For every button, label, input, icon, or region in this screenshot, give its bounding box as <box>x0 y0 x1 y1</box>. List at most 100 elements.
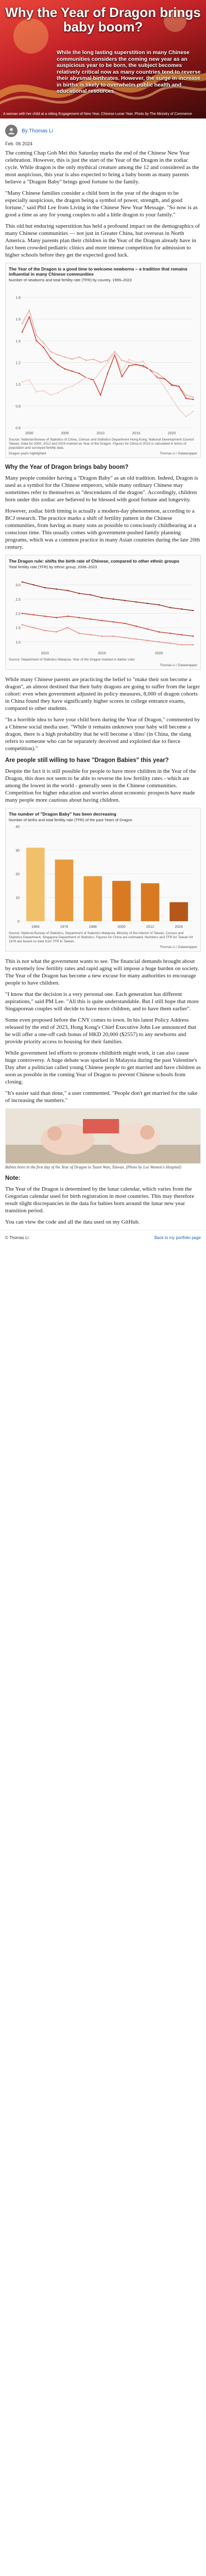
chart-2-point <box>181 634 183 636</box>
chart-1-point <box>43 346 44 348</box>
chart-2-point <box>32 626 35 629</box>
chart-1-point <box>64 387 66 389</box>
chart-2-y-tick-label: 1.5 <box>15 626 21 630</box>
back-to-portfolio-link[interactable]: Back to my portfolio page <box>154 1235 201 1240</box>
chart-1-point <box>36 340 37 342</box>
section-3-paragraph-5: "It's easier said than done," a user com… <box>5 1090 198 1104</box>
chart-2-point <box>78 592 80 595</box>
section-3-paragraph-2: "I know that the decision is a very pers… <box>5 991 199 1012</box>
chart-1-x-tick-label: 2010 <box>96 432 105 435</box>
chart-1-point <box>192 396 194 398</box>
chart-2-point <box>169 633 171 634</box>
chart-1-point <box>99 370 101 372</box>
intro-paragraph-1: The coming Chap Goh Mei this Saturday ma… <box>5 150 199 185</box>
newborns-photo <box>5 1108 201 1164</box>
dragon-illustration <box>0 9 206 105</box>
chart-2-point <box>192 635 194 637</box>
chart-2-point <box>169 607 171 608</box>
copyright: © Thomas Li <box>5 1235 29 1240</box>
chart-2-point <box>112 621 114 623</box>
chart-2-x-tick-label: 2020 <box>155 652 163 655</box>
chart-1-x-tick-label: 2020 <box>168 432 176 435</box>
chart-1-point <box>142 366 144 368</box>
chart-1-point <box>149 370 151 372</box>
article-summary: While the long lasting superstition in m… <box>57 49 201 94</box>
chart-1-point <box>99 394 101 396</box>
chart-3-bar <box>169 902 188 921</box>
hero: Why the Year of Dragon brings baby boom?… <box>0 0 206 118</box>
chart-2-point <box>101 635 103 637</box>
chart-1-series-line-3 <box>22 353 194 417</box>
chart-2-point <box>158 641 160 643</box>
chart-1-point <box>171 397 173 399</box>
chart-2-point <box>56 588 57 590</box>
chart-1-subtitle: Number of newborns and total fertility r… <box>9 278 132 282</box>
chart-1-title: The Year of the Dragon is a good time to… <box>9 266 187 277</box>
section-2-heading: Are people still willing to have "Dragon… <box>5 757 169 764</box>
chart-2-point <box>67 626 68 629</box>
chart-1-y-tick-label: 0.8 <box>15 405 21 409</box>
byline: By Thomas Li <box>0 118 206 140</box>
chart-2-point <box>56 631 57 633</box>
chart-1-point <box>71 385 73 387</box>
chart-1-point <box>121 370 123 372</box>
section-3-paragraph-4: While government led efforts to promote … <box>5 1050 201 1085</box>
chart-1-point <box>85 360 87 361</box>
chart-1-point <box>21 381 23 383</box>
newborns-image <box>6 1109 200 1163</box>
chart-3-x-tick-label: 2012 <box>146 925 154 929</box>
chart-2-y-tick-label: 2.0 <box>15 613 21 616</box>
chart-1-point <box>171 384 173 386</box>
chart-2-point <box>90 618 92 620</box>
chart-2-y-tick-label: 1.0 <box>15 641 21 645</box>
chart-1-point <box>121 376 123 378</box>
chart-2-point <box>181 608 183 610</box>
chart-3-title: The number of "Dragon Baby" has been dec… <box>9 811 116 817</box>
chart-1-point <box>21 331 23 333</box>
chart-1-y-tick-label: 1.4 <box>15 340 21 343</box>
chart-2-point <box>147 639 148 641</box>
chart-1-point <box>57 392 59 394</box>
chart-1-point <box>185 394 187 396</box>
chart-3: 0 10 20 30 40 1964 1976 1988 2000 2012 2024 <box>15 825 193 929</box>
chart-2-point <box>135 625 137 627</box>
chart-1-y-tick-label: 1.0 <box>15 383 21 387</box>
chart-1-point <box>99 362 101 363</box>
chart-2-point <box>32 584 35 586</box>
chart-1-y-tick-label: 1.6 <box>15 318 21 321</box>
chart-1-point <box>128 365 130 367</box>
chart-1-point <box>107 372 109 374</box>
chart-1-point <box>135 362 137 363</box>
section-2-paragraph-2: "In a horrible idea to have your child b… <box>5 717 200 752</box>
author-name[interactable]: By Thomas Li <box>22 128 53 134</box>
chart-2-point <box>67 589 68 591</box>
chart-1-point <box>64 356 66 358</box>
chart-2-point <box>32 614 35 616</box>
chart-1-point <box>50 351 52 352</box>
chart-1-point <box>164 386 165 388</box>
chart-1-point <box>50 357 52 359</box>
chart-1-source: Dragon years highlighted <box>9 452 46 455</box>
chart-1-point <box>71 370 73 372</box>
chart-3-note: Source: National Bureau of Statistics, D… <box>9 931 194 943</box>
chart-2-series-line-1 <box>22 581 194 611</box>
chart-2-point <box>135 601 137 603</box>
chart-3-y-tick-label: 40 <box>15 825 20 829</box>
chart-2-series-line-3 <box>22 624 193 646</box>
chart-1-point <box>185 397 187 399</box>
chart-1-x-tick-label: 2000 <box>25 432 33 435</box>
chart-1-point <box>107 362 109 363</box>
chart-2-point <box>78 617 80 619</box>
chart-2-point <box>112 635 114 637</box>
chart-3-x-tick-label: 1988 <box>89 925 97 929</box>
chart-1-point <box>57 354 59 356</box>
chart-3-bar <box>83 876 102 921</box>
chart-3-x-tick-label: 1976 <box>60 925 68 929</box>
chart-1-x-tick-label: 2005 <box>61 432 69 435</box>
chart-2-point <box>158 631 160 633</box>
chart-1-point <box>157 372 159 374</box>
chart-1-y-tick-label: 1.2 <box>15 362 21 365</box>
chart-2-x-tick-label: 2010 <box>41 652 49 655</box>
avatar[interactable] <box>5 125 18 137</box>
chart-1-y-tick-label: 1.8 <box>15 296 21 300</box>
